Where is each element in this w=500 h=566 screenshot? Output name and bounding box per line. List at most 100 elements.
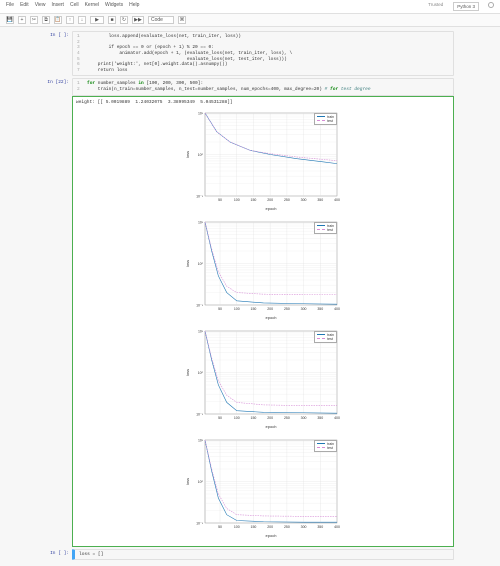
legend-test: test bbox=[327, 228, 333, 232]
trusted-label: Trusted bbox=[428, 2, 443, 11]
svg-text:loss: loss bbox=[185, 369, 190, 376]
legend-test: test bbox=[327, 119, 333, 123]
menu-insert[interactable]: Insert bbox=[51, 2, 64, 11]
menu-bar: File Edit View Insert Cell Kernel Widget… bbox=[0, 0, 500, 14]
svg-text:epoch: epoch bbox=[266, 533, 277, 538]
svg-text:350: 350 bbox=[317, 198, 323, 202]
loss-chart: 5010015020025030035040010⁻¹10⁰10¹epochlo… bbox=[183, 216, 343, 321]
save-button[interactable]: 💾 bbox=[6, 16, 14, 24]
svg-text:200: 200 bbox=[267, 525, 273, 529]
svg-text:10¹: 10¹ bbox=[198, 438, 204, 442]
svg-text:50: 50 bbox=[218, 307, 222, 311]
svg-text:10⁻¹: 10⁻¹ bbox=[196, 303, 204, 307]
svg-text:10⁰: 10⁰ bbox=[198, 262, 204, 266]
svg-text:250: 250 bbox=[284, 198, 290, 202]
svg-text:400: 400 bbox=[334, 416, 340, 420]
kernel-name[interactable]: Python 3 bbox=[453, 2, 479, 11]
menu-cell[interactable]: Cell bbox=[70, 2, 79, 11]
menu-kernel[interactable]: Kernel bbox=[85, 2, 99, 11]
legend-test: test bbox=[327, 337, 333, 341]
output-area: weight: [[ 5.0019889 1.24032075 3.389953… bbox=[72, 96, 454, 547]
code-cell[interactable]: In [ ]: 1 loss.append(evaluate_loss(net,… bbox=[46, 31, 454, 76]
input-prompt: In [ ]: bbox=[46, 549, 72, 561]
svg-text:250: 250 bbox=[284, 416, 290, 420]
loss-chart: 5010015020025030035040010⁻¹10⁰10¹epochlo… bbox=[183, 107, 343, 212]
svg-text:150: 150 bbox=[251, 525, 257, 529]
move-down-button[interactable]: ↓ bbox=[78, 16, 86, 24]
paste-button[interactable]: 📋 bbox=[54, 16, 62, 24]
svg-text:150: 150 bbox=[251, 307, 257, 311]
svg-text:250: 250 bbox=[284, 307, 290, 311]
add-cell-button[interactable]: + bbox=[18, 16, 26, 24]
menu-edit[interactable]: Edit bbox=[20, 2, 29, 11]
menu-view[interactable]: View bbox=[35, 2, 46, 11]
run-button[interactable]: ▶ bbox=[90, 16, 104, 24]
move-up-button[interactable]: ↑ bbox=[66, 16, 74, 24]
stdout-text: weight: [[ 5.0019889 1.24032075 3.389953… bbox=[76, 100, 450, 105]
svg-text:200: 200 bbox=[267, 198, 273, 202]
code-cell[interactable]: In [ ]: loss = [] bbox=[46, 549, 454, 561]
menu-help[interactable]: Help bbox=[129, 2, 139, 11]
svg-text:350: 350 bbox=[317, 307, 323, 311]
restart-run-all-button[interactable]: ▶▶ bbox=[132, 16, 144, 24]
svg-text:200: 200 bbox=[267, 416, 273, 420]
cell-type-select[interactable]: Code bbox=[148, 16, 174, 24]
svg-text:50: 50 bbox=[218, 525, 222, 529]
menu-widgets[interactable]: Widgets bbox=[105, 2, 123, 11]
loss-chart: 50 100 150 200 250 300 350 400 10⁻¹ 10⁰ 10¹ epoch lo… bbox=[183, 434, 343, 539]
copy-button[interactable]: ⧉ bbox=[42, 16, 50, 24]
svg-text:150: 150 bbox=[251, 416, 257, 420]
chart-legend: traintest bbox=[314, 331, 337, 343]
restart-button[interactable]: ↻ bbox=[120, 16, 128, 24]
stop-button[interactable]: ■ bbox=[108, 16, 116, 24]
toolbar: 💾 + ✂ ⧉ 📋 ↑ ↓ ▶ ■ ↻ ▶▶ Code ⌘ bbox=[0, 14, 500, 27]
svg-text:300: 300 bbox=[301, 416, 307, 420]
code-input-area[interactable]: 1for number_samples in [100, 200, 300, 5… bbox=[72, 78, 454, 95]
svg-text:loss: loss bbox=[185, 478, 190, 485]
svg-text:100: 100 bbox=[234, 416, 240, 420]
input-prompt: In [ ]: bbox=[46, 31, 72, 76]
svg-text:epoch: epoch bbox=[266, 315, 277, 320]
svg-text:400: 400 bbox=[334, 307, 340, 311]
svg-text:10⁻¹: 10⁻¹ bbox=[196, 521, 204, 525]
menu-file[interactable]: File bbox=[6, 2, 14, 11]
svg-text:10¹: 10¹ bbox=[198, 329, 204, 333]
svg-text:50: 50 bbox=[218, 198, 222, 202]
code-cell[interactable]: In [22]: 1for number_samples in [100, 20… bbox=[46, 78, 454, 546]
code-input-area[interactable]: 1 loss.append(evaluate_loss(net, train_i… bbox=[72, 31, 454, 76]
svg-text:300: 300 bbox=[301, 198, 307, 202]
chart-legend: traintest bbox=[314, 440, 337, 452]
svg-text:10⁻¹: 10⁻¹ bbox=[196, 412, 204, 416]
kernel-indicator-icon bbox=[488, 2, 494, 8]
svg-text:10¹: 10¹ bbox=[198, 111, 204, 115]
svg-text:350: 350 bbox=[317, 525, 323, 529]
svg-text:350: 350 bbox=[317, 416, 323, 420]
svg-text:250: 250 bbox=[284, 525, 290, 529]
svg-text:100: 100 bbox=[234, 525, 240, 529]
code-line: 7 return loss bbox=[77, 68, 449, 74]
svg-text:150: 150 bbox=[251, 198, 257, 202]
svg-text:100: 100 bbox=[234, 198, 240, 202]
svg-text:300: 300 bbox=[301, 525, 307, 529]
svg-text:10⁻¹: 10⁻¹ bbox=[196, 194, 204, 198]
chart-legend: traintest bbox=[314, 113, 337, 125]
command-palette-button[interactable]: ⌘ bbox=[178, 16, 186, 24]
svg-text:50: 50 bbox=[218, 416, 222, 420]
svg-text:epoch: epoch bbox=[266, 424, 277, 429]
svg-text:10⁰: 10⁰ bbox=[198, 153, 204, 157]
svg-text:200: 200 bbox=[267, 307, 273, 311]
legend-test: test bbox=[327, 446, 333, 450]
svg-text:epoch: epoch bbox=[266, 206, 277, 211]
cut-button[interactable]: ✂ bbox=[30, 16, 38, 24]
svg-text:10¹: 10¹ bbox=[198, 220, 204, 224]
svg-text:10⁰: 10⁰ bbox=[198, 371, 204, 375]
svg-text:300: 300 bbox=[301, 307, 307, 311]
chart-legend: traintest bbox=[314, 222, 337, 234]
svg-text:100: 100 bbox=[234, 307, 240, 311]
code-input-area[interactable]: loss = [] bbox=[72, 549, 454, 561]
loss-chart: 50 100 150 200 250 300 350 400 10⁻¹ 10⁰ 10¹ epoch lo… bbox=[183, 325, 343, 430]
svg-text:400: 400 bbox=[334, 525, 340, 529]
input-prompt: In [22]: bbox=[46, 78, 72, 546]
svg-text:10⁰: 10⁰ bbox=[198, 480, 204, 484]
code-text: loss = [] bbox=[75, 550, 453, 560]
